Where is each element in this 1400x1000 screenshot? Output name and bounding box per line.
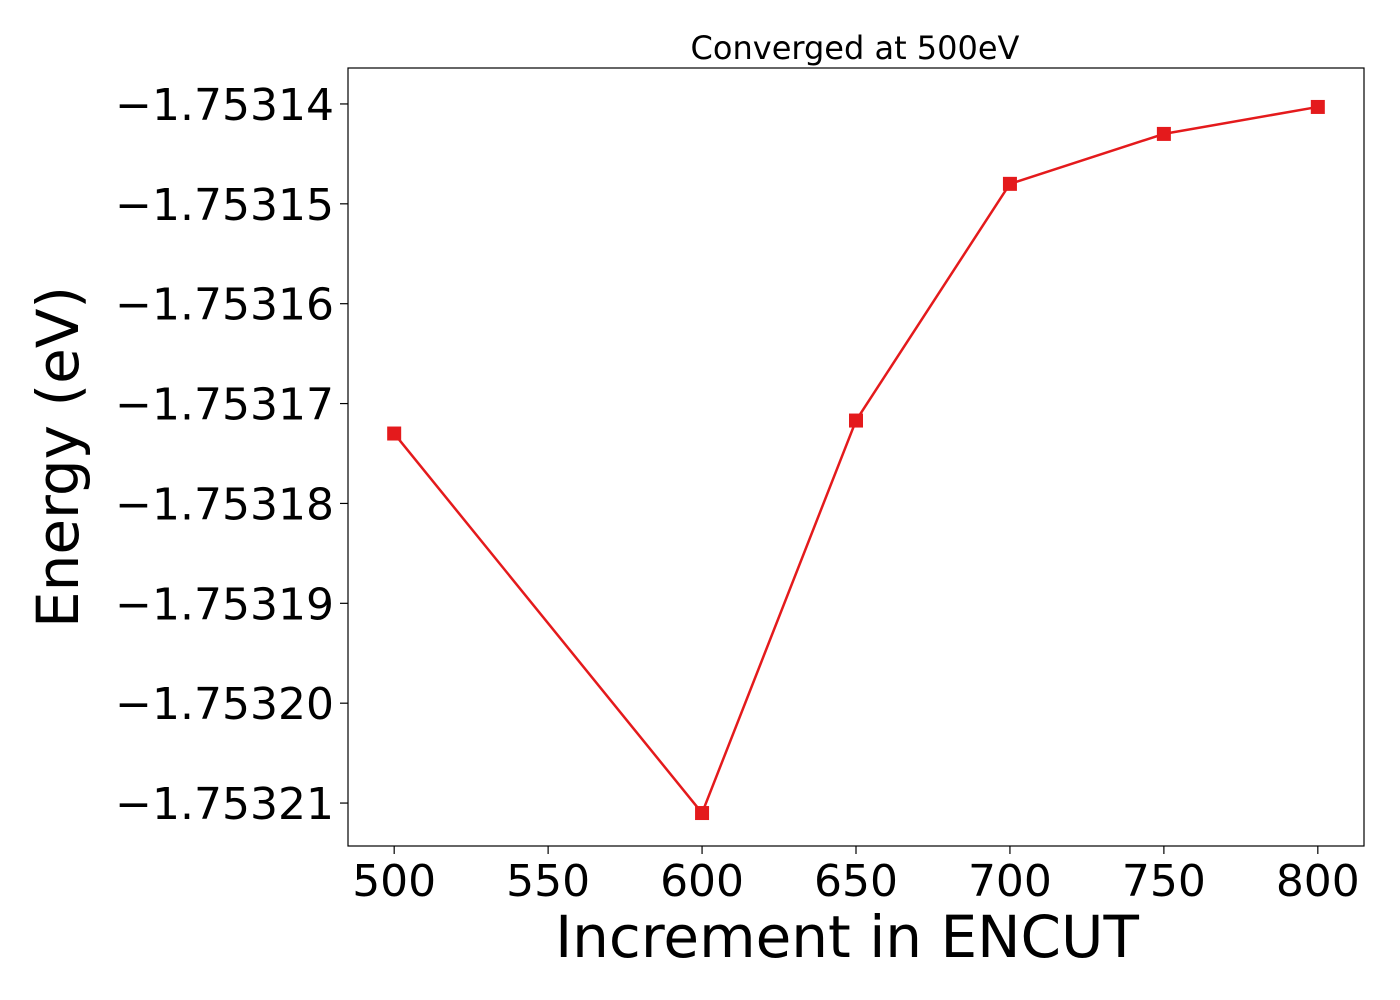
y-tick-label: −1.75316 [115, 280, 334, 331]
x-axis-title: Increment in ENCUT [555, 903, 1139, 971]
y-axis: −1.75314 −1.75315 −1.75316 −1.75317 −1.75318… [115, 80, 348, 830]
y-tick-label: −1.75321 [115, 779, 334, 830]
y-tick-label: −1.75318 [115, 479, 334, 530]
x-axis: 500 550 600 650 700 750 800 [352, 846, 1360, 907]
x-tick-label: 700 [968, 856, 1052, 907]
x-tick-label: 650 [814, 856, 898, 907]
x-tick-label: 750 [1122, 856, 1206, 907]
y-tick-label: −1.75319 [115, 579, 334, 630]
data-point [1002, 176, 1017, 191]
x-tick-label: 800 [1276, 856, 1360, 907]
y-tick-label: −1.75317 [115, 380, 334, 431]
chart-title: Converged at 500eV [691, 29, 1020, 67]
data-point [849, 413, 863, 428]
plot-frame [347, 67, 1365, 847]
x-tick-label: 500 [352, 856, 436, 907]
x-tick-label: 600 [660, 856, 744, 907]
plot-area [387, 99, 1325, 821]
y-tick-label: −1.75314 [115, 80, 334, 131]
data-point [1310, 99, 1325, 114]
x-tick-label: 550 [506, 856, 590, 907]
series-line [393, 105, 1319, 815]
y-tick-label: −1.75320 [115, 679, 334, 730]
data-point [387, 426, 402, 441]
data-point [1156, 126, 1171, 141]
y-tick-label: −1.75315 [115, 180, 334, 231]
y-axis-title: Energy (eV) [24, 286, 92, 628]
data-point [695, 806, 710, 821]
